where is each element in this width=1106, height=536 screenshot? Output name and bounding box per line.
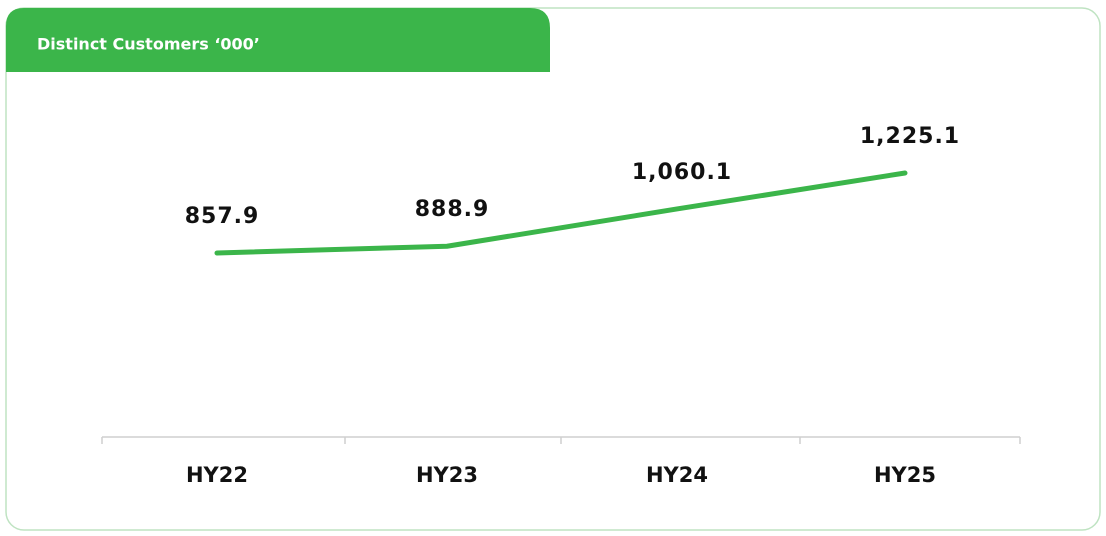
data-line xyxy=(214,170,908,256)
data-label: 888.9 xyxy=(415,197,490,222)
x-tick-label: HY24 xyxy=(646,463,708,487)
x-tick-label: HY25 xyxy=(874,463,936,487)
chart-title: Distinct Customers ‘000’ xyxy=(37,35,260,54)
title-tab xyxy=(6,8,550,72)
x-tick-label: HY22 xyxy=(186,463,248,487)
data-label: 1,060.1 xyxy=(632,160,732,185)
x-tick-label: HY23 xyxy=(416,463,478,487)
data-label: 1,225.1 xyxy=(860,124,960,149)
card xyxy=(5,7,1101,531)
data-label: 857.9 xyxy=(185,204,260,229)
